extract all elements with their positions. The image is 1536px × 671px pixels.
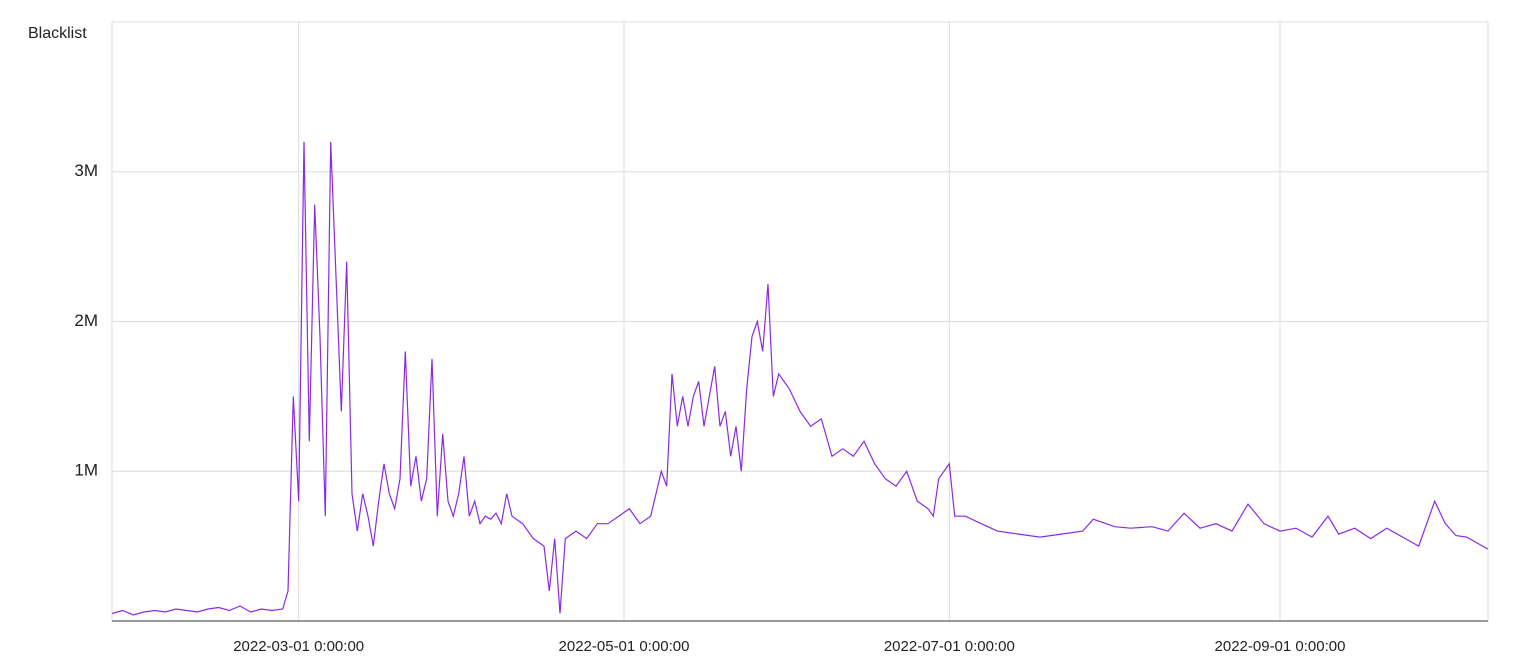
x-tick-label: 2022-07-01 0:00:00	[884, 638, 1015, 655]
x-tick-label: 2022-03-01 0:00:00	[233, 638, 364, 655]
y-tick-label: 2M	[74, 311, 98, 330]
y-axis-label: Blacklist	[28, 25, 87, 42]
x-tick-label: 2022-09-01 0:00:00	[1215, 638, 1346, 655]
data-line	[111, 141, 1489, 616]
y-tick-label: 1M	[74, 461, 98, 480]
y-tick-label: 3M	[74, 161, 98, 180]
x-tick-label: 2022-05-01 0:00:00	[559, 638, 690, 655]
